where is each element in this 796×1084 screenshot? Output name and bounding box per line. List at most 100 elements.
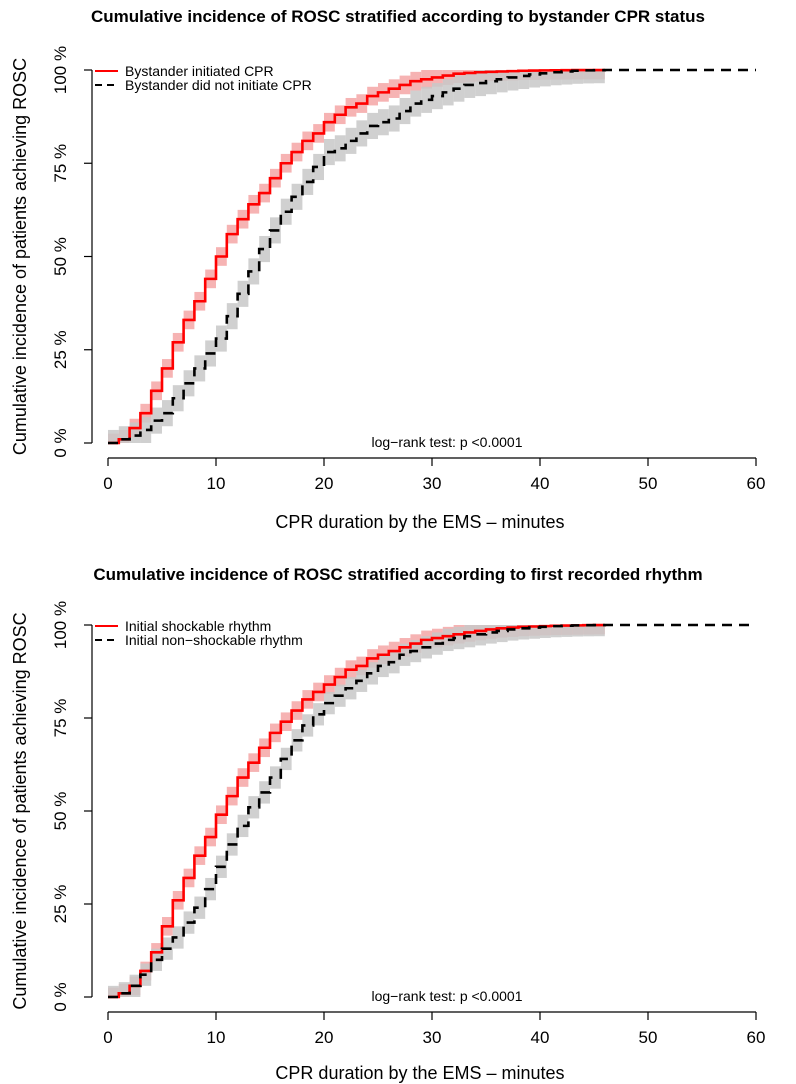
y-tick-label: 25 %	[51, 330, 70, 369]
ci-band-segment	[583, 70, 594, 84]
chart-title: Cumulative incidence of ROSC stratified …	[93, 565, 702, 584]
ci-band-segment	[216, 325, 227, 352]
y-tick-label: 25 %	[51, 885, 70, 924]
y-axis-label: Cumulative incidence of patients achievi…	[10, 612, 30, 1009]
x-axis-label: CPR duration by the EMS – minutes	[275, 512, 564, 532]
ci-band-segment	[421, 86, 432, 113]
ci-band-segment	[496, 625, 508, 643]
logrank-annotation: log−rank test: p <0.0001	[372, 434, 523, 450]
ci-band-segment	[194, 355, 206, 382]
series-line-1	[108, 623, 756, 999]
ci-band-segment	[442, 79, 454, 106]
x-tick-label: 50	[639, 1028, 658, 1047]
ci-band-segment	[594, 70, 605, 84]
x-tick-label: 60	[747, 474, 766, 493]
y-axis-label: Cumulative incidence of patients achievi…	[10, 58, 30, 455]
x-tick-label: 30	[423, 474, 442, 493]
ci-band-segment	[378, 654, 389, 678]
x-tick-label: 60	[747, 1028, 766, 1047]
ci-band-segment	[291, 183, 303, 210]
y-tick-label: 50 %	[51, 792, 70, 831]
ci-band-segment	[194, 896, 206, 919]
ci-band-segment	[529, 625, 540, 639]
x-tick-label: 0	[103, 474, 112, 493]
x-tick-label: 50	[639, 474, 658, 493]
series-line-0	[108, 623, 607, 999]
ci-band-segment	[129, 422, 141, 443]
ci-band-segment	[108, 985, 119, 997]
ci-band-segment	[442, 70, 454, 85]
legend-label-0: Initial shockable rhythm	[125, 618, 271, 634]
ci-band-segment	[248, 796, 260, 819]
series-line-1	[108, 68, 756, 445]
logrank-annotation: log−rank test: p <0.0001	[372, 988, 523, 1004]
ci-band-segment	[270, 766, 281, 789]
ci-band-segment	[226, 303, 238, 330]
ci-band-segment	[432, 83, 443, 110]
y-tick-label: 0 %	[51, 428, 70, 457]
y-tick-label: 0 %	[51, 982, 70, 1011]
ci-band-segment	[572, 625, 584, 637]
ci-band-segment	[302, 714, 314, 737]
ci-band-segment	[507, 625, 519, 641]
series-line-0	[108, 68, 607, 445]
x-tick-label: 20	[315, 1028, 334, 1047]
legend-label-1: Bystander did not initiate CPR	[125, 77, 312, 93]
chart-panel-bystander-cpr: Cumulative incidence of ROSC stratified …	[10, 7, 765, 532]
ci-band-segment	[172, 926, 184, 949]
ci-band-segment	[540, 70, 551, 87]
ci-band-segment	[594, 625, 605, 637]
x-tick-label: 0	[103, 1028, 112, 1047]
x-tick-label: 40	[531, 474, 550, 493]
ci-band-segment	[529, 70, 540, 88]
ci-band-segment	[313, 153, 324, 181]
ci-band-segment	[561, 625, 573, 637]
ci-band-segment	[237, 280, 249, 307]
chart-title: Cumulative incidence of ROSC stratified …	[91, 7, 705, 26]
ci-band-segment	[486, 70, 497, 95]
ci-band-segment	[399, 97, 411, 125]
ci-band-segment	[259, 235, 270, 263]
ci-band-segment	[453, 626, 465, 650]
ci-band-segment	[108, 429, 119, 443]
ci-band-segment	[540, 625, 551, 639]
x-tick-label: 20	[315, 474, 334, 493]
x-tick-label: 30	[423, 1028, 442, 1047]
x-axis-label: CPR duration by the EMS – minutes	[275, 1063, 564, 1083]
ci-band-segment	[561, 70, 573, 85]
x-tick-label: 40	[531, 1028, 550, 1047]
y-tick-label: 100 %	[51, 46, 70, 94]
ci-band-segment	[550, 70, 562, 86]
ci-band-segment	[518, 625, 530, 640]
ci-band-segment	[550, 625, 562, 638]
ci-band-segment	[507, 70, 519, 91]
ci-band-segment	[118, 426, 130, 443]
ci-band-segment	[334, 135, 346, 162]
chart-panel-first-rhythm: Cumulative incidence of ROSC stratified …	[10, 565, 765, 1083]
ci-band-segment	[118, 982, 130, 997]
y-tick-label: 75 %	[51, 699, 70, 738]
y-tick-label: 75 %	[51, 144, 70, 183]
ci-band-segment	[140, 416, 152, 443]
legend-label-1: Initial non−shockable rhythm	[125, 632, 303, 648]
y-tick-label: 50 %	[51, 237, 70, 276]
x-tick-label: 10	[207, 1028, 226, 1047]
ci-band-1	[108, 70, 605, 443]
ci-band-segment	[172, 385, 184, 412]
y-tick-label: 100 %	[51, 601, 70, 649]
legend-label-0: Bystander initiated CPR	[125, 63, 274, 79]
ci-band-segment	[248, 258, 260, 285]
ci-band-segment	[367, 662, 378, 685]
x-tick-label: 10	[207, 474, 226, 493]
ci-band-segment	[399, 643, 411, 666]
ci-band-segment	[388, 105, 400, 132]
ci-band-segment	[518, 70, 530, 90]
ci-band-segment	[496, 70, 508, 93]
ci-band-segment	[486, 625, 497, 644]
ci-band-segment	[583, 625, 594, 637]
ci-band-segment	[572, 70, 584, 84]
